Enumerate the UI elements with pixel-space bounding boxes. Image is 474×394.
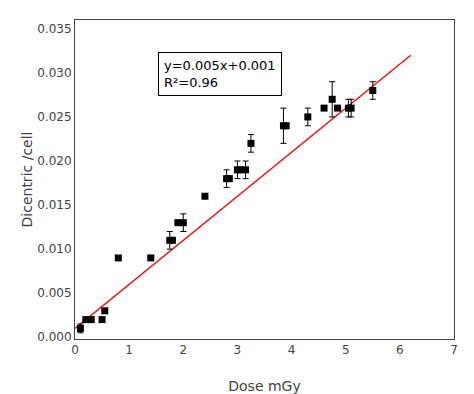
svg-text:Dose mGy: Dose mGy (228, 378, 300, 394)
svg-text:2: 2 (179, 343, 187, 357)
svg-text:0.025: 0.025 (37, 110, 71, 124)
svg-text:0.005: 0.005 (37, 286, 71, 300)
svg-text:0.010: 0.010 (37, 242, 71, 256)
svg-text:0.030: 0.030 (37, 66, 71, 80)
svg-text:1: 1 (125, 343, 133, 357)
svg-text:0.000: 0.000 (37, 330, 71, 344)
svg-text:y=0.005x+0.001R²=0.96: y=0.005x+0.001R²=0.96 (164, 58, 276, 90)
svg-text:Dicentric /cell: Dicentric /cell (19, 132, 35, 228)
svg-text:5: 5 (342, 343, 350, 357)
svg-text:0: 0 (71, 343, 79, 357)
svg-text:0.020: 0.020 (37, 154, 71, 168)
svg-text:3: 3 (234, 343, 242, 357)
svg-text:7: 7 (450, 343, 458, 357)
svg-text:4: 4 (288, 343, 296, 357)
svg-text:0.035: 0.035 (37, 22, 71, 36)
svg-text:0.015: 0.015 (37, 198, 71, 212)
svg-text:6: 6 (396, 343, 404, 357)
